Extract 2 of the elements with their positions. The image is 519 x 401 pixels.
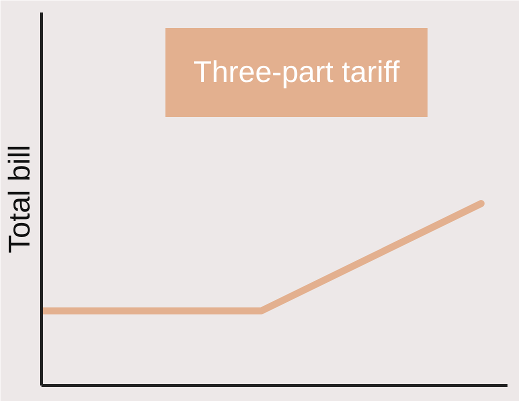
y-axis-title: Total bill <box>4 144 36 254</box>
chart-title: Three-part tariff <box>193 56 400 90</box>
